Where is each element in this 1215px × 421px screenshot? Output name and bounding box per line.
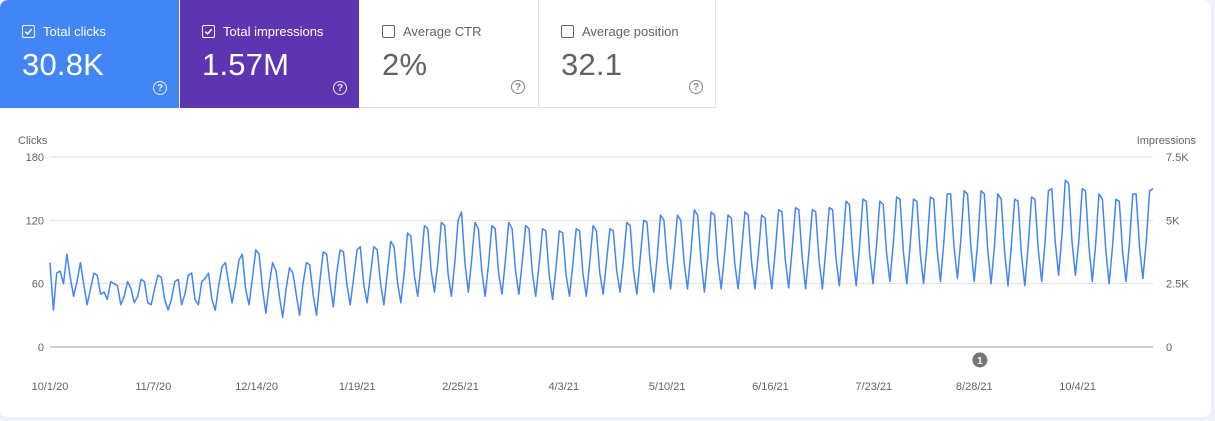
y-tick-label-right: 2.5K	[1166, 279, 1189, 291]
x-tick-label: 10/4/21	[1059, 381, 1096, 393]
metric-value: 1.57M	[202, 47, 290, 82]
x-tick-label: 1/19/21	[339, 381, 376, 393]
x-tick-label: 5/10/21	[649, 381, 686, 393]
x-tick-label: 6/16/21	[752, 381, 789, 393]
metric-value: 2%	[382, 47, 428, 82]
x-tick-label: 2/25/21	[442, 381, 479, 393]
y-axis-left-label: Clicks	[18, 135, 48, 147]
metric-tile-total-impressions[interactable]: Total impressions 1.57M ?	[180, 0, 359, 108]
help-icon[interactable]: ?	[333, 81, 347, 95]
y-tick-label-left: 60	[32, 279, 44, 291]
checkbox-checked-icon[interactable]	[22, 25, 35, 38]
x-tick-label: 4/3/21	[549, 381, 580, 393]
checkbox-unchecked-icon[interactable]	[382, 25, 395, 38]
x-tick-label: 7/23/21	[855, 381, 892, 393]
x-tick-label: 12/14/20	[235, 381, 278, 393]
metric-label: Total impressions	[223, 24, 324, 39]
metric-tile-average-position[interactable]: Average position 32.1 ?	[538, 0, 716, 108]
annotation-marker	[972, 352, 988, 368]
help-icon[interactable]: ?	[153, 81, 167, 95]
checkbox-checked-icon[interactable]	[202, 25, 215, 38]
y-tick-label-left: 0	[38, 342, 44, 354]
help-icon[interactable]: ?	[689, 80, 703, 94]
y-tick-label-left: 120	[26, 215, 44, 227]
metric-value: 32.1	[561, 47, 623, 82]
y-tick-label-right: 5K	[1166, 215, 1180, 227]
checkbox-unchecked-icon[interactable]	[561, 25, 574, 38]
metric-tile-total-clicks[interactable]: Total clicks 30.8K ?	[0, 0, 179, 108]
y-tick-label-right: 0	[1166, 342, 1172, 354]
y-tick-label-right: 7.5K	[1166, 152, 1189, 164]
metric-label: Average CTR	[403, 24, 482, 39]
x-tick-label: 8/28/21	[956, 381, 993, 393]
metric-value: 30.8K	[22, 47, 105, 82]
y-axis-right-label: Impressions	[1137, 135, 1197, 147]
annotation-label: 1	[977, 356, 983, 367]
x-tick-label: 10/1/20	[32, 381, 69, 393]
metric-label: Total clicks	[43, 24, 106, 39]
x-tick-label: 11/7/20	[135, 381, 171, 393]
help-icon[interactable]: ?	[511, 80, 525, 94]
metric-tile-average-ctr[interactable]: Average CTR 2% ?	[360, 0, 537, 108]
y-tick-label-left: 180	[26, 152, 44, 164]
metric-label: Average position	[582, 24, 679, 39]
series-line-clicks	[49, 179, 1154, 319]
